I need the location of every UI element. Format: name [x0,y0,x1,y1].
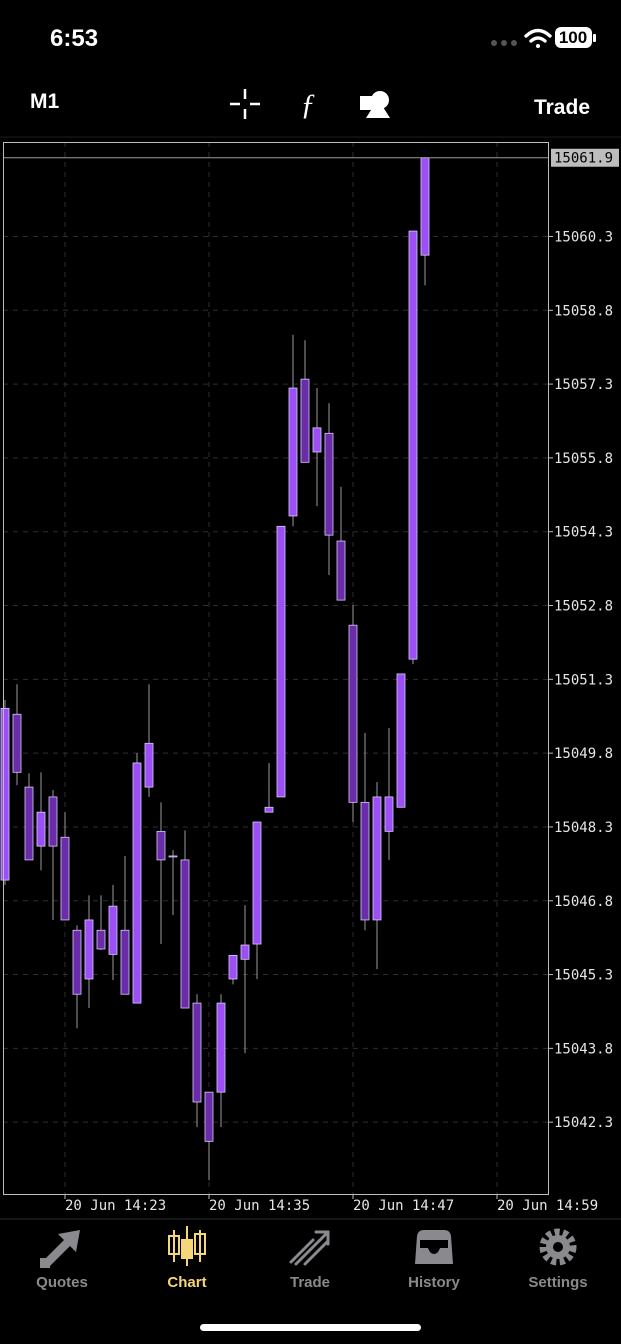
candle-body [324,432,334,536]
y-tick-label: 15052.8 [554,599,613,615]
candle-body [48,796,58,847]
chart-icon [168,1226,206,1266]
history-icon [415,1230,453,1264]
y-tick-label: 15051.3 [554,672,613,688]
signal-icon [491,40,517,46]
x-tick-label: 20 Jun 14:35 [209,1198,310,1214]
trade-icon [289,1230,330,1266]
battery-icon [555,27,592,48]
candle-body [276,525,286,798]
candle-body [228,954,238,980]
candle-body [264,806,274,813]
settings-icon [539,1228,577,1266]
candle-body [36,811,46,847]
candle-body [384,796,394,832]
candle-body [60,836,70,921]
chart: 15042.3 15043.8 15045.3 15046.8 15048.3 15049… [0,142,619,1214]
candle-body [336,540,346,601]
crosshair-button[interactable] [230,89,260,119]
y-tick-label: 15045.3 [554,968,613,984]
tab-label[interactable]: Chart [167,1274,206,1291]
y-tick-label: 15042.3 [554,1115,613,1131]
candle-body [84,919,94,980]
quotes-icon [40,1230,80,1268]
tab-label[interactable]: Quotes [36,1274,88,1291]
candle-body [108,905,118,955]
tab-label[interactable]: History [408,1274,460,1291]
candle-body [300,378,310,463]
status-time: 6:53 [50,25,98,52]
candle-body [24,786,34,861]
candle-body [216,1002,226,1093]
x-tick-label: 20 Jun 14:47 [353,1198,454,1214]
candle-body [192,1002,202,1103]
trade-button[interactable]: Trade [534,96,590,119]
x-tick-label: 20 Jun 14:59 [497,1198,598,1214]
objects-button[interactable] [360,91,390,118]
y-tick-label: 15054.3 [554,525,613,541]
tab-label[interactable]: Settings [528,1274,587,1291]
candle-body [288,387,298,517]
tab-bar: Quotes Chart Trade History Settings [36,1274,587,1291]
chart-frame [3,142,549,1195]
price-label: 15061.9 [554,151,613,167]
y-tick-label: 15058.8 [554,303,613,319]
candle-body [420,157,430,256]
y-tick-label: 15048.3 [554,820,613,836]
candle-body [372,796,382,921]
y-tick-label: 15046.8 [554,894,613,910]
candle-body [252,821,262,945]
y-tick-label: 15049.8 [554,746,613,762]
candle-body [0,707,10,881]
y-tick-label: 15060.3 [554,229,613,245]
tab-label[interactable]: Trade [290,1274,330,1291]
x-tick-label: 20 Jun 14:23 [65,1198,166,1214]
candle-body [312,427,322,453]
candle-body [120,929,130,995]
battery-tip [593,34,596,42]
candle-body [144,742,154,788]
y-tick-label: 15043.8 [554,1041,613,1057]
y-tick-label: 15057.3 [554,377,613,393]
candle-body [360,801,370,921]
candle-body [204,1091,214,1142]
candle-body [396,673,406,808]
candle-body [408,230,418,660]
candle-body [132,762,142,1004]
price-label-bg [551,148,619,167]
candle-body [156,830,166,861]
home-indicator [200,1324,421,1331]
battery-level: 100 [559,28,587,47]
candle-body [348,624,358,803]
candle-body [72,929,82,995]
candle-body [240,944,250,960]
timeframe-button[interactable]: M1 [30,90,59,113]
candle-body [12,713,22,773]
candle-body [96,929,106,950]
wifi-icon [524,28,552,48]
candle-body [168,855,178,858]
candle-body [180,859,190,1009]
y-tick-label: 15055.8 [554,451,613,467]
indicators-button[interactable]: ƒ [301,88,316,121]
